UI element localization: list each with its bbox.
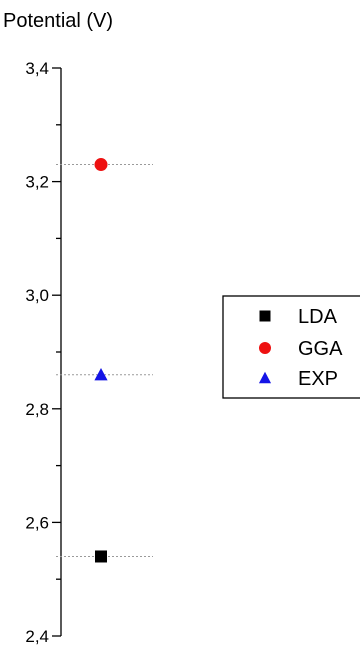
y-tick-label: 3,4 [25,59,49,78]
y-tick-label: 2,6 [25,513,49,532]
data-point-lda [95,550,107,563]
y-axis-label: Potential (V) [3,10,113,32]
data-markers [56,158,153,563]
legend-marker-lda [259,310,271,322]
legend-marker-gga [259,342,271,354]
legend-label-exp: EXP [298,368,338,390]
y-axis-ticks: 2,4 2,6 2,8 3,0 3,2 3,4 [25,59,61,645]
legend-marker-exp [258,371,272,384]
y-tick-label: 3,2 [25,173,49,192]
y-tick-label: 3,0 [25,286,49,305]
legend: LDA GGA EXP [222,295,360,399]
data-point-exp [94,368,108,381]
legend-label-lda: LDA [298,306,338,328]
legend-label-gga: GGA [298,338,343,360]
data-point-gga [94,158,108,172]
y-tick-label: 2,4 [25,627,49,645]
legend-box [222,295,360,399]
y-tick-label: 2,8 [25,400,49,419]
